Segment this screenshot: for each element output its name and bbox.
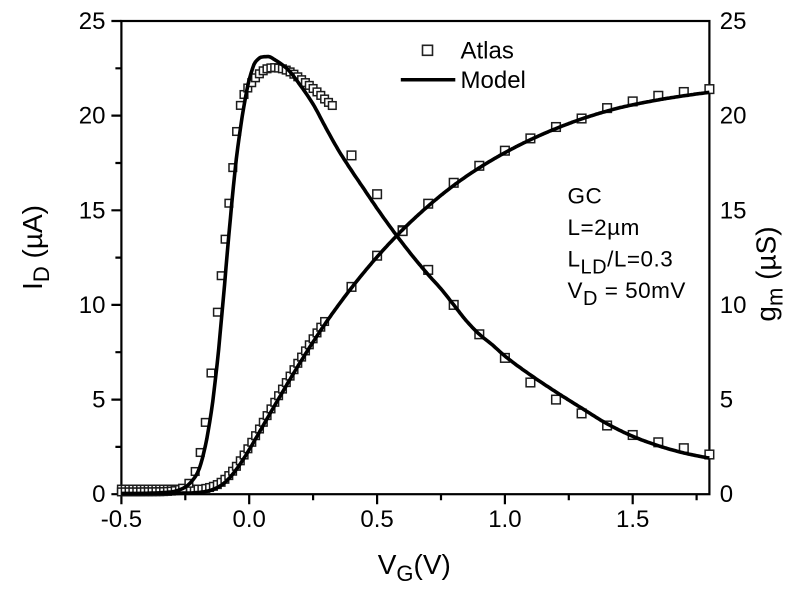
svg-text:20: 20 bbox=[79, 103, 106, 130]
svg-text:15: 15 bbox=[720, 197, 747, 224]
svg-text:0: 0 bbox=[720, 481, 733, 508]
svg-text:0: 0 bbox=[92, 481, 105, 508]
svg-text:25: 25 bbox=[720, 8, 747, 35]
svg-text:Model: Model bbox=[461, 67, 526, 94]
svg-text:1.5: 1.5 bbox=[616, 506, 649, 533]
svg-text:25: 25 bbox=[79, 8, 106, 35]
svg-text:5: 5 bbox=[92, 387, 105, 414]
svg-text:5: 5 bbox=[720, 387, 733, 414]
svg-text:20: 20 bbox=[720, 103, 747, 130]
svg-text:-0.5: -0.5 bbox=[101, 506, 142, 533]
svg-text:0.5: 0.5 bbox=[360, 506, 393, 533]
svg-text:GC: GC bbox=[568, 183, 603, 208]
svg-text:15: 15 bbox=[79, 197, 106, 224]
svg-text:Atlas: Atlas bbox=[461, 38, 514, 65]
svg-text:0.0: 0.0 bbox=[233, 506, 266, 533]
svg-text:L=2µm: L=2µm bbox=[568, 215, 640, 240]
svg-text:VG(V): VG(V) bbox=[378, 549, 451, 586]
svg-text:10: 10 bbox=[720, 292, 747, 319]
svg-text:1.0: 1.0 bbox=[488, 506, 521, 533]
svg-text:gm (µS): gm (µS) bbox=[751, 226, 788, 321]
svg-text:10: 10 bbox=[79, 292, 106, 319]
